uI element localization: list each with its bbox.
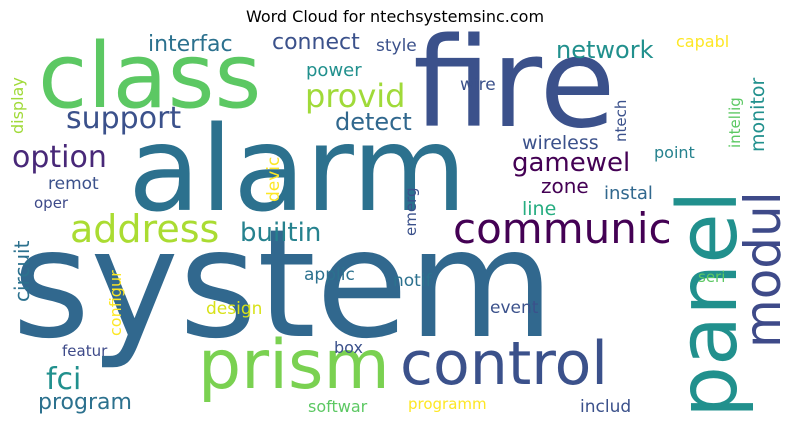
word-class: class xyxy=(38,30,262,129)
word-circuit: circuit xyxy=(10,240,34,302)
word-point: point xyxy=(654,143,695,162)
word-display: display xyxy=(8,77,27,134)
word-system: system xyxy=(12,198,555,372)
word-ntech: ntech xyxy=(612,99,630,142)
word-network: network xyxy=(556,36,654,64)
word-intellig: intellig xyxy=(726,97,744,148)
word-modul: modul xyxy=(734,191,782,348)
word-oper: oper xyxy=(34,194,69,212)
word-softwar: softwar xyxy=(308,397,368,416)
word-cloud: system alarm fire class panel prism cont… xyxy=(8,30,782,420)
word-option: option xyxy=(12,140,107,175)
word-box: box xyxy=(334,338,363,357)
word-fci: fci xyxy=(46,362,82,397)
chart-title: Word Cloud for ntechsystemsinc.com xyxy=(245,7,545,26)
word-alarm: alarm xyxy=(128,100,467,238)
word-applic: applic xyxy=(304,265,355,285)
word-seri: seri xyxy=(698,268,726,286)
word-provid: provid xyxy=(305,77,406,115)
word-support: support xyxy=(66,101,182,136)
word-event: event xyxy=(490,298,539,318)
word-wire: wire xyxy=(460,75,496,95)
word-power: power xyxy=(306,60,362,81)
word-notif: notif xyxy=(393,271,432,291)
word-communic: communic xyxy=(453,204,672,253)
word-remot: remot xyxy=(48,174,99,194)
word-programm: programm xyxy=(408,395,487,413)
word-prism: prism xyxy=(198,326,390,405)
word-zone: zone xyxy=(541,174,589,198)
word-connect: connect xyxy=(272,30,360,55)
word-wireless: wireless xyxy=(522,132,599,154)
word-builtin: builtin xyxy=(240,218,322,248)
word-detect: detect xyxy=(335,108,412,136)
word-style: style xyxy=(376,36,417,56)
word-program: program xyxy=(38,390,132,415)
word-configur: configur xyxy=(106,270,125,336)
word-capabl: capabl xyxy=(676,32,730,51)
word-devic: devic xyxy=(264,156,284,202)
word-includ: includ xyxy=(580,397,632,417)
word-featur: featur xyxy=(62,342,108,360)
word-emerg: emerg xyxy=(402,187,420,237)
word-instal: instal xyxy=(604,183,653,204)
word-control: control xyxy=(400,329,608,399)
word-fire: fire xyxy=(413,30,616,156)
word-monitor: monitor xyxy=(747,77,769,152)
word-interfac: interfac xyxy=(148,32,233,57)
word-address: address xyxy=(70,207,220,251)
word-gamewel: gamewel xyxy=(512,148,631,178)
word-line: line xyxy=(522,198,557,220)
word-design: design xyxy=(206,299,263,319)
